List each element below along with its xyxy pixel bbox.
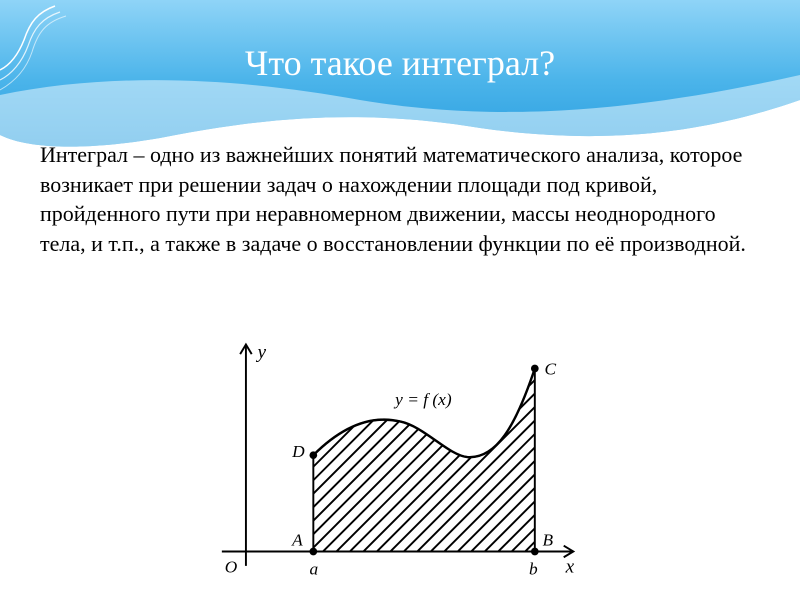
integral-diagram: y x Oa b A B C Dy = f (x) — [200, 330, 600, 590]
svg-text:x: x — [565, 557, 575, 578]
corner-swirl — [0, 0, 80, 100]
svg-text:O: O — [225, 558, 238, 577]
svg-text:y = f (x): y = f (x) — [393, 390, 452, 409]
svg-text:y: y — [255, 342, 266, 363]
slide-body: Интеграл – одно из важнейших понятий мат… — [40, 140, 760, 259]
svg-text:b: b — [529, 560, 538, 579]
svg-text:B: B — [543, 531, 554, 550]
svg-text:D: D — [291, 442, 305, 461]
slide-title: Что такое интеграл? — [0, 42, 800, 84]
slide: Что такое интеграл? Интеграл – одно из в… — [0, 0, 800, 600]
svg-text:C: C — [544, 359, 556, 378]
svg-text:a: a — [309, 560, 318, 579]
svg-text:A: A — [291, 531, 303, 550]
